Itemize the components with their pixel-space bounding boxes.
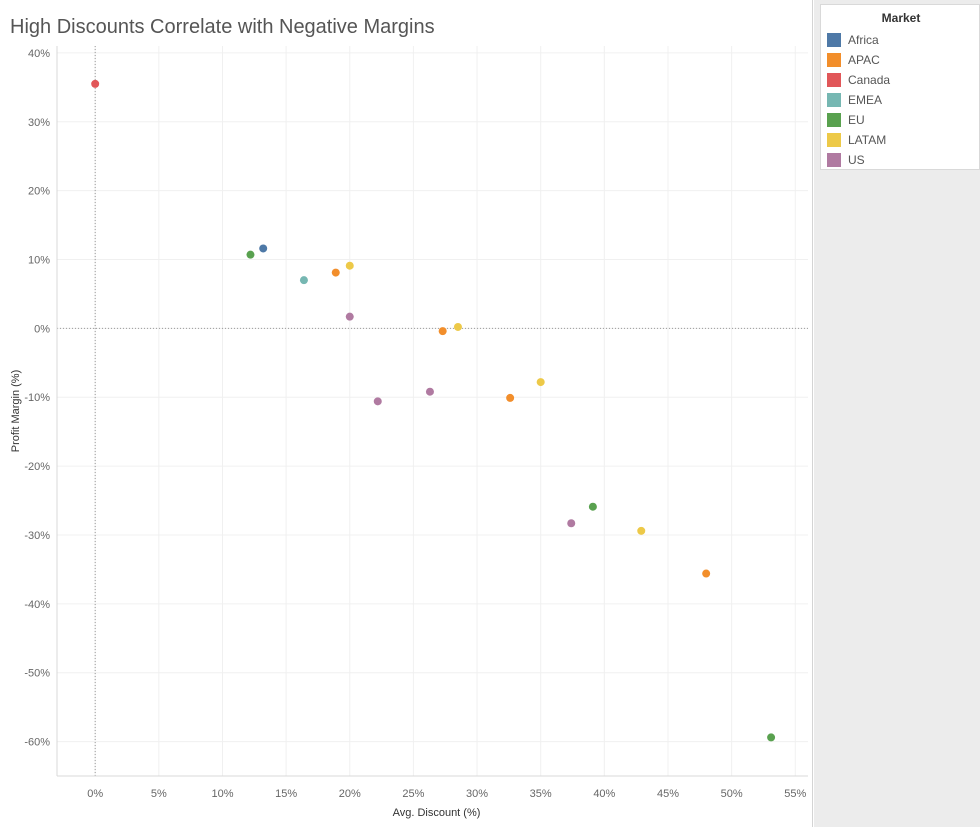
legend-label: Africa: [848, 33, 879, 47]
x-tick-label: 10%: [211, 788, 233, 800]
legend-swatch-canada: [827, 73, 841, 87]
legend-list: Africa APAC Canada EMEA EU LATAM US: [827, 30, 890, 170]
chart-title: High Discounts Correlate with Negative M…: [10, 16, 435, 38]
data-point-eu[interactable]: [246, 250, 255, 259]
data-point-latam[interactable]: [453, 322, 462, 331]
legend-swatch-us: [827, 153, 841, 167]
y-tick-label: -60%: [24, 737, 50, 749]
x-tick-label: 5%: [151, 788, 167, 800]
legend-swatch-africa: [827, 33, 841, 47]
data-point-us[interactable]: [425, 387, 434, 396]
legend-label: EU: [848, 113, 865, 127]
y-tick-label: 20%: [28, 186, 50, 198]
data-point-emea[interactable]: [299, 276, 308, 285]
y-tick-label: -10%: [24, 392, 50, 404]
data-point-us[interactable]: [567, 519, 576, 528]
y-tick-label: 10%: [28, 254, 50, 266]
x-tick-label: 55%: [784, 788, 806, 800]
legend-label: Canada: [848, 73, 891, 87]
x-axis-title: Avg. Discount (%): [393, 807, 481, 819]
legend-swatch-emea: [827, 93, 841, 107]
legend-item-latam[interactable]: LATAM: [827, 130, 890, 150]
y-tick-label: -40%: [24, 599, 50, 611]
scatter-plot: 0% 5% 10% 15% 20% 25% 30% 35% 40% 45% 50% 55% 40% 30%…: [10, 46, 808, 819]
data-point-latam[interactable]: [345, 261, 354, 270]
x-tick-label: 45%: [657, 788, 679, 800]
data-point-eu[interactable]: [767, 733, 776, 742]
x-tick-label: 25%: [402, 788, 424, 800]
y-tick-label: 30%: [28, 117, 50, 129]
x-tick-label: 30%: [466, 788, 488, 800]
worksheet-pane: High Discounts Correlate with Negative M…: [10, 0, 813, 827]
legend-item-africa[interactable]: Africa: [827, 30, 890, 50]
legend-item-eu[interactable]: EU: [827, 110, 890, 130]
data-point-canada[interactable]: [91, 79, 100, 88]
data-point-eu[interactable]: [588, 502, 597, 511]
data-point-us[interactable]: [345, 312, 354, 321]
x-tick-label: 40%: [593, 788, 615, 800]
legend-swatch-latam: [827, 133, 841, 147]
x-tick-label: 50%: [721, 788, 743, 800]
legend-swatch-apac: [827, 53, 841, 67]
data-point-apac[interactable]: [702, 569, 711, 578]
y-axis-title: Profit Margin (%): [10, 370, 22, 453]
data-point-us[interactable]: [373, 397, 382, 406]
y-tick-label: 0%: [34, 323, 50, 335]
legend-item-canada[interactable]: Canada: [827, 70, 890, 90]
data-point-apac[interactable]: [506, 393, 515, 402]
data-point-latam[interactable]: [637, 526, 646, 535]
data-point-apac[interactable]: [331, 268, 340, 277]
data-point-latam[interactable]: [536, 378, 545, 387]
x-tick-label: 0%: [87, 788, 103, 800]
x-tick-label: 35%: [530, 788, 552, 800]
y-tick-label: 40%: [28, 48, 50, 60]
y-tick-label: -30%: [24, 530, 50, 542]
x-tick-label: 20%: [339, 788, 361, 800]
legend-label: LATAM: [848, 133, 887, 147]
legend-title: Market: [881, 11, 921, 25]
legend-label: APAC: [848, 53, 880, 67]
data-point-apac[interactable]: [438, 327, 447, 336]
x-tick-label: 15%: [275, 788, 297, 800]
data-point-africa[interactable]: [259, 244, 268, 253]
y-tick-label: -20%: [24, 461, 50, 473]
legend-item-us[interactable]: US: [827, 150, 890, 170]
y-tick-label: -50%: [24, 668, 50, 680]
legend-item-apac[interactable]: APAC: [827, 50, 890, 70]
market-legend: Market Africa APAC Canada EMEA EU LATAM …: [820, 4, 980, 170]
legend-swatch-eu: [827, 113, 841, 127]
legend-label: US: [848, 153, 865, 167]
legend-label: EMEA: [848, 93, 883, 107]
legend-item-emea[interactable]: EMEA: [827, 90, 890, 110]
